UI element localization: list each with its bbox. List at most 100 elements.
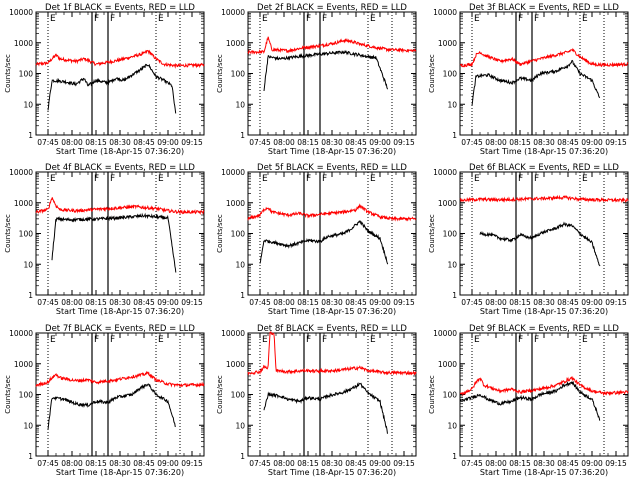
marker-letter: F	[534, 14, 539, 24]
y-tick-label: 10000	[433, 8, 457, 17]
y-tick-label: 1000	[226, 39, 245, 48]
events-series-line	[47, 383, 176, 430]
x-tick-label: 08:00	[273, 459, 295, 468]
marker-letter: E	[582, 174, 588, 184]
x-tick-label: 08:15	[85, 459, 107, 468]
lld-series-line	[247, 36, 417, 55]
x-tick-label: 08:15	[85, 298, 107, 307]
y-axis-label: Counts/sec	[428, 375, 436, 414]
x-tick-label: 08:30	[533, 298, 555, 307]
x-axis-label: Start Time (18-Apr-15 07:36:20)	[56, 307, 184, 316]
y-tick-label: 1000	[438, 39, 457, 48]
x-axis-label: Start Time (18-Apr-15 07:36:20)	[268, 307, 396, 316]
x-tick-label: 09:00	[369, 298, 391, 307]
x-tick-label: 09:00	[581, 459, 603, 468]
x-tick-label: 08:00	[485, 298, 507, 307]
marker-letter: F	[110, 335, 115, 345]
x-tick-label: 08:30	[109, 298, 131, 307]
x-tick-label: 08:30	[321, 298, 343, 307]
x-tick-label: 08:00	[485, 138, 507, 147]
marker-letter: E	[582, 14, 588, 24]
y-tick-label: 1000	[14, 199, 33, 208]
x-tick-label: 07:45	[37, 298, 59, 307]
y-tick-label: 10000	[221, 168, 245, 177]
marker-letter: F	[518, 335, 523, 345]
marker-letter: E	[262, 14, 268, 24]
y-tick-label: 10000	[9, 168, 33, 177]
x-tick-label: 09:00	[157, 459, 179, 468]
marker-letter: F	[110, 14, 115, 24]
x-tick-label: 08:45	[557, 138, 579, 147]
marker-letter: E	[582, 335, 588, 345]
x-tick-label: 08:30	[533, 459, 555, 468]
y-tick-label: 10	[447, 421, 457, 430]
events-series-line	[263, 382, 389, 434]
marker-letter: F	[322, 14, 327, 24]
marker-letter: E	[158, 14, 164, 24]
chart-title: Det 7f BLACK = Events, RED = LLD	[45, 324, 195, 334]
x-axis-label: Start Time (18-Apr-15 07:36:20)	[268, 468, 396, 477]
x-tick-label: 07:45	[249, 138, 271, 147]
lld-series-line	[459, 194, 629, 204]
x-tick-label: 08:15	[509, 459, 531, 468]
y-tick-label: 10000	[9, 8, 33, 17]
x-axis-label: Start Time (18-Apr-15 07:36:20)	[480, 147, 608, 156]
y-tick-label: 1000	[438, 360, 457, 369]
y-axis-label: Counts/sec	[216, 54, 224, 93]
plot-frame	[35, 332, 205, 457]
marker-letter: E	[370, 174, 376, 184]
y-axis-label: Counts/sec	[216, 375, 224, 414]
x-tick-label: 08:00	[61, 298, 83, 307]
y-tick-label: 10	[23, 260, 33, 269]
chart-panel: Det 4f BLACK = Events, RED = LLD 1 10 100 10…	[4, 163, 205, 316]
y-tick-label: 1000	[226, 360, 245, 369]
y-tick-label: 10	[447, 260, 457, 269]
y-tick-label: 10	[23, 100, 33, 109]
marker-letter: E	[262, 335, 268, 345]
y-tick-label: 1	[452, 131, 457, 140]
marker-letter: E	[474, 335, 480, 345]
y-tick-label: 1	[240, 131, 245, 140]
lld-series-line	[459, 375, 629, 397]
x-tick-label: 08:45	[133, 138, 155, 147]
y-tick-label: 100	[231, 391, 246, 400]
lld-series-line	[35, 370, 205, 388]
x-tick-label: 09:15	[393, 138, 415, 147]
x-tick-label: 09:00	[581, 138, 603, 147]
marker-letter: F	[322, 174, 327, 184]
y-tick-label: 100	[443, 70, 458, 79]
y-axis-label: Counts/sec	[4, 214, 12, 253]
x-tick-label: 07:45	[249, 459, 271, 468]
y-tick-label: 1000	[14, 360, 33, 369]
chart-title: Det 3f BLACK = Events, RED = LLD	[469, 3, 619, 13]
marker-letter: F	[534, 174, 539, 184]
marker-letter: F	[306, 14, 311, 24]
x-tick-label: 08:45	[557, 459, 579, 468]
marker-letter: E	[158, 174, 164, 184]
x-tick-label: 09:00	[157, 138, 179, 147]
lld-series-line	[459, 47, 629, 68]
y-axis-label: Counts/sec	[216, 214, 224, 253]
plot-frame	[247, 11, 417, 136]
chart-title: Det 6f BLACK = Events, RED = LLD	[469, 163, 619, 173]
x-tick-label: 08:15	[85, 138, 107, 147]
x-tick-label: 09:15	[181, 138, 203, 147]
y-tick-label: 100	[19, 391, 34, 400]
x-tick-label: 08:45	[133, 298, 155, 307]
lld-series-line	[35, 197, 205, 216]
x-tick-label: 08:15	[297, 138, 319, 147]
x-tick-label: 08:30	[533, 138, 555, 147]
chart-title: Det 1f BLACK = Events, RED = LLD	[45, 3, 195, 13]
x-tick-label: 08:15	[297, 298, 319, 307]
y-axis-label: Counts/sec	[4, 375, 12, 414]
x-tick-label: 08:45	[557, 298, 579, 307]
x-tick-label: 07:45	[461, 138, 483, 147]
y-axis-label: Counts/sec	[428, 54, 436, 93]
x-tick-label: 08:00	[273, 138, 295, 147]
x-tick-label: 08:15	[509, 298, 531, 307]
y-axis-label: Counts/sec	[4, 54, 12, 93]
y-tick-label: 1	[240, 291, 245, 300]
chart-panel: Det 2f BLACK = Events, RED = LLD 1 10 100 10…	[216, 3, 417, 156]
marker-letter: F	[306, 174, 311, 184]
chart-title: Det 4f BLACK = Events, RED = LLD	[45, 163, 195, 173]
